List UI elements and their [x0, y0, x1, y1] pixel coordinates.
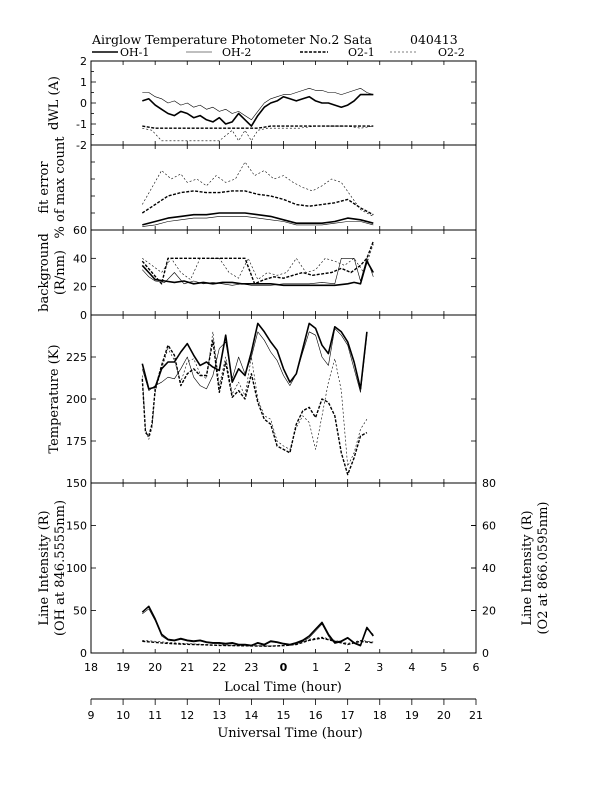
ytick-label-bg: 20 [73, 281, 87, 294]
ytick-label-right-int: 60 [482, 520, 496, 533]
ytick-label-right-int: 0 [482, 647, 489, 660]
xtick-label-local: 4 [408, 661, 415, 674]
ytick-label-dwl: 1 [80, 76, 87, 89]
panel-dwl: 2 1 0 -1 -2 dWL (A) [47, 55, 477, 152]
ylabel-right-int: Line Intensity (R) [520, 510, 535, 625]
series-dwl-o22 [142, 125, 374, 142]
legend-label-o21: O2-1 [348, 46, 375, 59]
xtick-label-ut: 21 [469, 709, 483, 722]
legend-label-oh1: OH-1 [120, 46, 149, 59]
ytick-label-dwl: -1 [76, 118, 87, 131]
xtick-label-local: 19 [116, 661, 130, 674]
ytick-label-right-int: 40 [482, 562, 496, 575]
xtick-label-ut: 13 [212, 709, 226, 722]
ytick-label-temp: 225 [66, 351, 87, 364]
series-int-oh2 [142, 608, 374, 647]
legend-label-oh2: OH-2 [222, 46, 251, 59]
series-bg-o22 [142, 244, 374, 280]
ytick-label-temp: 175 [66, 435, 87, 448]
ytick-label-int: 150 [66, 520, 87, 533]
xtick-label-ut: 11 [148, 709, 162, 722]
ylabel-bg: background [37, 233, 52, 312]
xtick-label-local: 3 [376, 661, 383, 674]
ylabel-int: Line Intensity (R) [37, 510, 52, 625]
panel-frame-temp [90, 314, 477, 484]
ytick-label-dwl: 2 [80, 55, 87, 68]
ytick-label-right-int: 20 [482, 605, 496, 618]
panel-fit: fit error% of max count [37, 136, 477, 239]
ylabel-dwl: dWL (A) [47, 76, 62, 130]
ytick-label-bg: 40 [73, 252, 87, 265]
xtick-label-local: 21 [180, 661, 194, 674]
series-temp-oh1 [141, 322, 368, 390]
xtick-label-local: 6 [473, 661, 480, 674]
legend-label-o22: O2-2 [438, 46, 465, 59]
ytick-label-temp: 200 [66, 393, 87, 406]
ytick-label-dwl: -2 [76, 139, 87, 152]
series-temp-oh2 [142, 328, 368, 393]
xtick-label-local: 2 [344, 661, 351, 674]
ylabel-fit: fit error [37, 161, 52, 214]
ytick-label-bg: 60 [73, 224, 87, 237]
ylabel-fit: % of max count [53, 136, 68, 239]
xtick-label-ut: 15 [277, 709, 291, 722]
series-dwl-oh1 [142, 93, 374, 127]
series-bg-oh2 [142, 257, 374, 286]
ylabel-temp: Temperature (K) [47, 344, 62, 453]
ylabel-int: (OH at 846.5555nm) [53, 500, 68, 636]
ytick-label-int: 50 [73, 605, 87, 618]
ylabel-bg: (R/nm) [53, 250, 68, 295]
series-fit-o22 [142, 161, 374, 217]
panel-bg: 60 40 20 0 background (R/nm) [37, 224, 477, 322]
xtick-label-ut: 10 [116, 709, 130, 722]
series-fit-o21 [141, 190, 374, 216]
series-bg-oh1 [141, 260, 374, 287]
xtick-label-local: 1 [312, 661, 319, 674]
chart-title: Airglow Temperature Photometer No.2 Sata [91, 32, 372, 47]
series-dwl-o21 [142, 125, 374, 129]
ytick-label-right-int: 80 [482, 477, 496, 490]
ytick-label-temp: 150 [66, 477, 87, 490]
series-temp-o21 [141, 339, 368, 476]
series-fit-oh1 [142, 212, 374, 226]
legend: OH-1 OH-2 O2-1 O2-2 [92, 46, 465, 59]
xtick-label-local: 20 [148, 661, 162, 674]
xtick-label-ut: 17 [341, 709, 355, 722]
series-int-oh1 [141, 605, 374, 647]
xtick-label-local: 23 [244, 661, 258, 674]
xtick-label-ut: 16 [309, 709, 323, 722]
ytick-label-int: 0 [80, 647, 87, 660]
xlabel-local: Local Time (hour) [224, 680, 342, 695]
panel-temp: 225 200 175 150 Temperature (K) [47, 314, 477, 490]
series-fit-oh2 [142, 216, 374, 227]
xtick-label-ut: 14 [244, 709, 258, 722]
panel-frame-dwl [90, 60, 477, 146]
xlabel-ut: Universal Time (hour) [217, 726, 362, 741]
xtick-label-local: 22 [212, 661, 226, 674]
xtick-label-local: 5 [440, 661, 447, 674]
xtick-label-ut: 19 [405, 709, 419, 722]
xtick-label-ut: 18 [373, 709, 387, 722]
xtick-label-ut: 9 [88, 709, 95, 722]
xtick-label-ut: 20 [437, 709, 451, 722]
xtick-label-ut: 12 [180, 709, 194, 722]
series-bg-o21 [141, 241, 374, 285]
panel-frame-int [90, 482, 477, 654]
series-dwl-oh2 [142, 88, 374, 121]
xtick-label-local: 0 [280, 661, 288, 674]
ytick-label-bg: 0 [80, 309, 87, 322]
ylabel-right-int: (O2 at 866.0595nm) [536, 501, 551, 634]
panel-frame-fit [90, 144, 477, 231]
series-int-o21 [142, 637, 374, 647]
series-temp-o22 [142, 331, 368, 467]
xtick-label-local: 18 [84, 661, 98, 674]
ytick-label-int: 100 [66, 562, 87, 575]
chart-date: 040413 [410, 32, 458, 47]
ytick-label-dwl: 0 [80, 97, 87, 110]
